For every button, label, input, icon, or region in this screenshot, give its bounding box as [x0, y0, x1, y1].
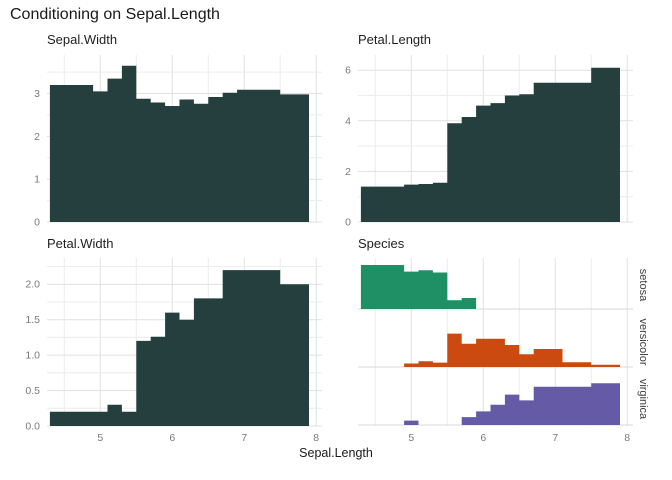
y-tick-label: 2: [345, 166, 351, 178]
x-tick-label: 6: [169, 432, 175, 444]
ridge-setosa: [360, 265, 477, 309]
histogram-petal-length: [360, 67, 620, 222]
x-tick-label: 8: [313, 432, 319, 444]
panel-title-petal-width: Petal.Width: [47, 236, 114, 251]
x-tick-label: 8: [624, 432, 630, 444]
histogram-petal-width: [49, 270, 310, 426]
y-tick-label: 1.5: [25, 314, 40, 326]
y-tick-label: 0: [34, 217, 40, 229]
x-axis-label: Sepal.Length: [299, 446, 373, 460]
y-tick-label: 0: [345, 217, 351, 229]
panel-title-petal-length: Petal.Length: [358, 32, 432, 47]
x-tick-label: 7: [241, 432, 247, 444]
panel-title-sepal-width: Sepal.Width: [47, 32, 118, 47]
strip-label-versicolor: versicolor: [637, 318, 649, 366]
x-tick-label: 5: [97, 432, 103, 444]
chart-title: Conditioning on Sepal.Length: [10, 6, 220, 23]
y-tick-label: 0.5: [25, 385, 40, 397]
panel-title-species: Species: [358, 236, 405, 251]
histogram-sepal-width: [49, 65, 310, 222]
y-tick-label: 6: [345, 65, 351, 77]
strip-label-setosa: setosa: [637, 268, 649, 302]
y-tick-label: 4: [345, 115, 351, 127]
ridge-versicolor: [404, 333, 620, 367]
x-tick-label: 6: [480, 432, 486, 444]
x-tick-label: 5: [408, 432, 414, 444]
y-tick-label: 1: [34, 174, 40, 186]
strip-label-virginica: virginica: [637, 378, 649, 420]
y-tick-label: 3: [34, 88, 40, 100]
ridge-virginica: [404, 383, 620, 425]
y-tick-label: 1.0: [25, 350, 40, 362]
y-tick-label: 2.0: [25, 279, 40, 291]
y-tick-label: 0.0: [25, 421, 40, 433]
y-tick-label: 2: [34, 131, 40, 143]
x-tick-label: 7: [552, 432, 558, 444]
